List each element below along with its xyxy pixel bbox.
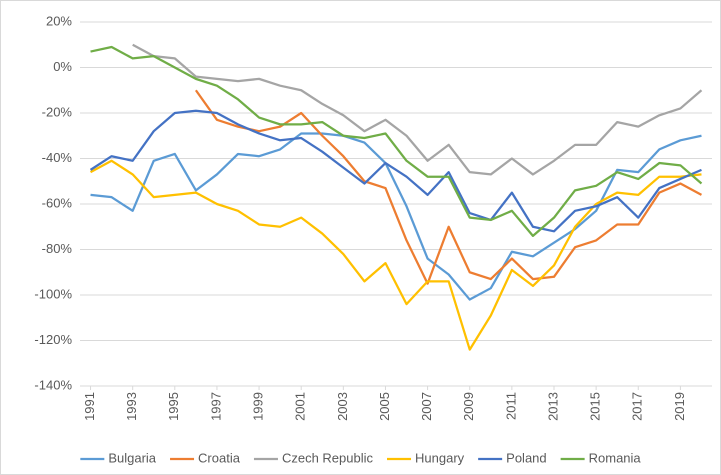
x-tick-label: 2015 xyxy=(588,392,603,421)
series-line xyxy=(89,159,702,351)
y-tick-label: -80% xyxy=(42,241,73,256)
series-line xyxy=(132,43,703,176)
x-tick-label: 1991 xyxy=(82,392,97,421)
y-tick-label: -140% xyxy=(34,377,72,392)
x-tick-label: 2007 xyxy=(419,392,434,421)
series-line xyxy=(89,109,702,233)
x-tick-label: 1995 xyxy=(166,392,181,421)
legend-label: Bulgaria xyxy=(108,450,156,465)
series-line xyxy=(194,89,703,285)
x-tick-label: 2011 xyxy=(503,392,518,420)
x-tick-label: 2005 xyxy=(377,392,392,421)
legend-label: Romania xyxy=(589,450,642,465)
x-tick-label: 2017 xyxy=(630,392,645,421)
y-tick-label: -120% xyxy=(34,332,72,347)
legend-label: Hungary xyxy=(415,450,465,465)
x-tick-label: 2001 xyxy=(293,392,308,421)
x-tick-label: 1999 xyxy=(251,392,266,421)
x-tick-label: 1997 xyxy=(208,392,223,421)
legend: Bulgaria Croatia Czech Republic Hungary Pola… xyxy=(80,450,641,465)
x-tick-label: 2013 xyxy=(545,392,560,421)
legend-label: Croatia xyxy=(198,450,241,465)
series-line xyxy=(90,45,703,237)
x-tick-label: 2009 xyxy=(461,392,476,421)
legend-label: Poland xyxy=(506,450,546,465)
y-tick-label: -40% xyxy=(42,150,73,165)
x-tick-label: 1993 xyxy=(124,392,139,421)
y-tick-label: 20% xyxy=(46,13,72,28)
x-tick-label: 2003 xyxy=(335,392,350,421)
x-tick-label: 2019 xyxy=(672,392,687,421)
y-tick-label: -20% xyxy=(42,104,73,119)
y-tick-label: -100% xyxy=(34,286,72,301)
legend-label: Czech Republic xyxy=(282,450,374,465)
y-tick-label: 0% xyxy=(53,59,72,74)
y-tick-label: -60% xyxy=(42,195,73,210)
